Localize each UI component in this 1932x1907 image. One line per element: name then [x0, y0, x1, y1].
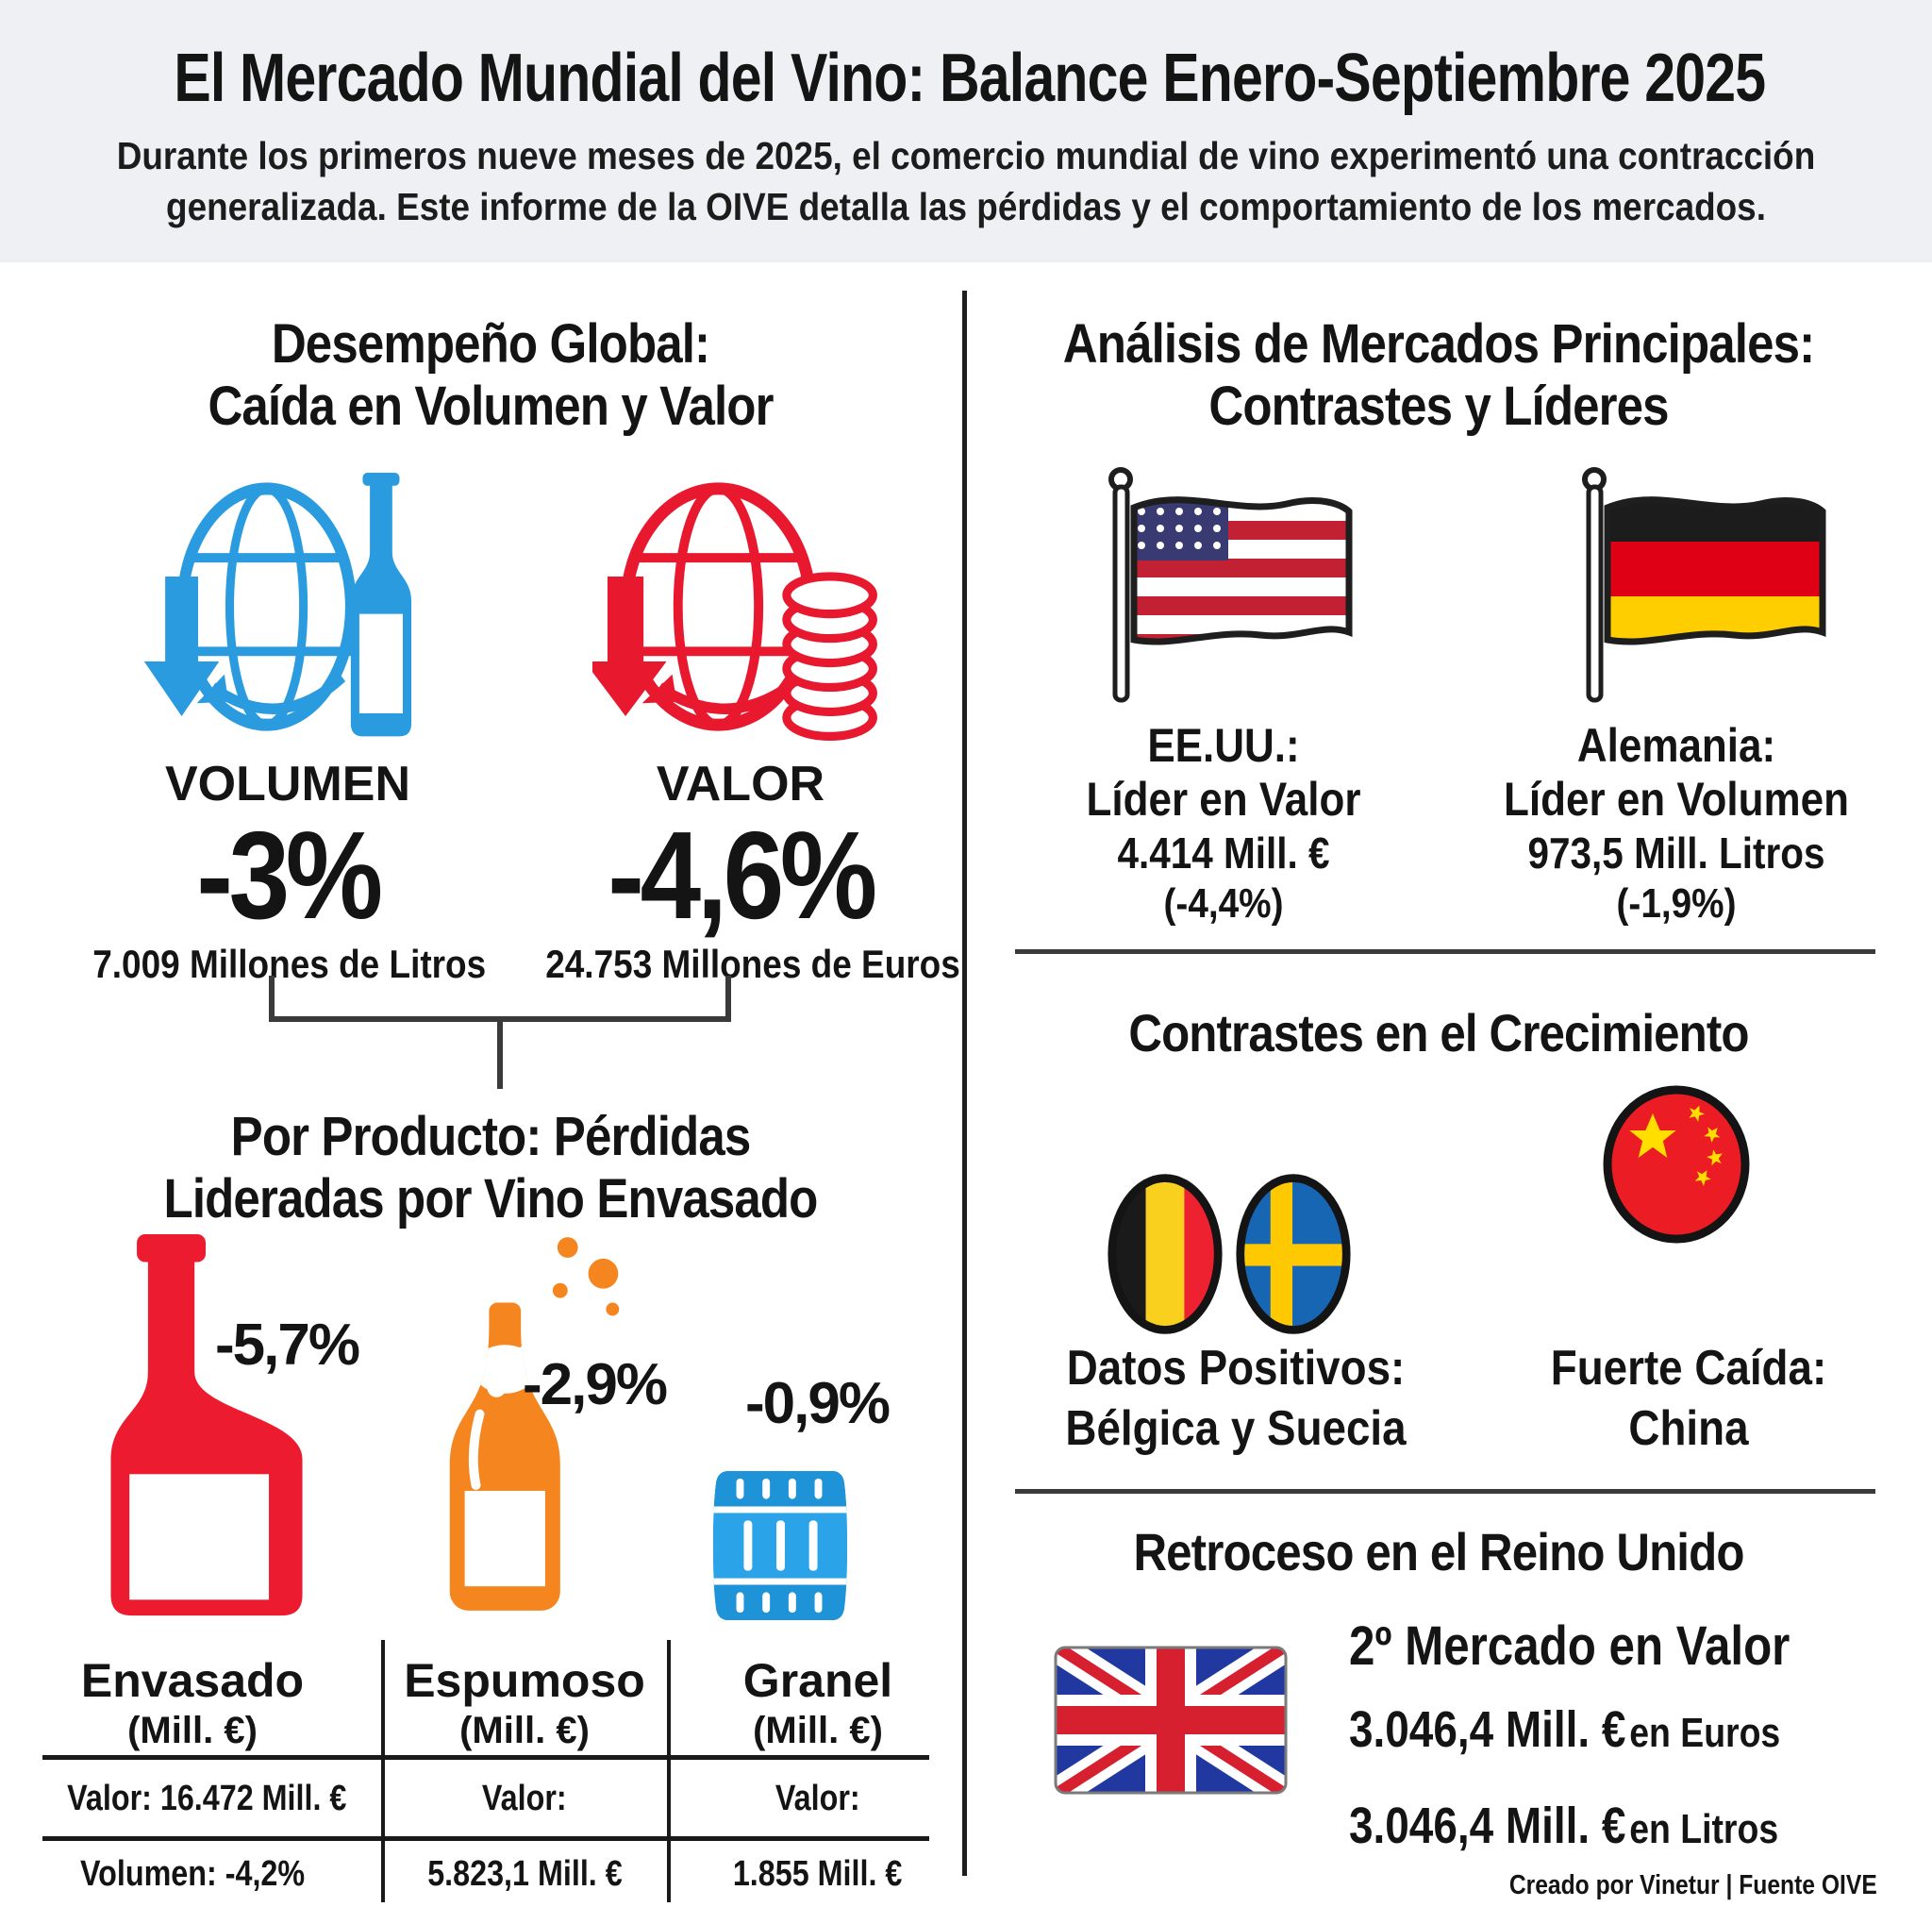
product-label-granel: Granel (Mill. €) [681, 1653, 955, 1753]
belgium-flag-icon [1108, 1174, 1223, 1334]
bracket-connector [269, 976, 731, 1089]
positive-line1: Datos Positivos: [1066, 1341, 1406, 1396]
uk-value-litros: 3.046,4 Mill. € [1349, 1798, 1626, 1854]
table-cell-r2c3: 1.855 Mill. € [681, 1848, 955, 1900]
uk-value-euros-line: 3.046,4 Mill. € en Euros [1349, 1698, 1830, 1774]
table-hline-1 [42, 1755, 929, 1760]
uk-unit-litros: en Litros [1629, 1806, 1779, 1852]
table-hline-2 [42, 1836, 929, 1841]
value-stat: VALOR -4,6% 24.753 Millones de Euros [519, 757, 962, 989]
granel-pct: -0,9% [745, 1371, 891, 1436]
volume-pct: -3% [196, 806, 383, 945]
growth-negative: Fuerte Caída: China [1472, 1338, 1906, 1459]
product-heading: Por Producto: Pérdidas Lideradas por Vin… [38, 1106, 943, 1230]
granel-barrel-icon [712, 1470, 848, 1621]
table-cell-r1c2: Valor: [396, 1772, 653, 1825]
germany-stat: Alemania: Líder en Volumen 973,5 Mill. L… [1464, 719, 1889, 928]
right-divider-1 [1015, 949, 1875, 954]
china-flag-icon [1603, 1085, 1750, 1244]
subtitle-line-2: generalizada. Este informe de la OIVE de… [166, 185, 1766, 228]
value-label: VALOR [656, 757, 825, 811]
value-pct: -4,6% [608, 806, 877, 945]
product-heading-line1: Por Producto: Pérdidas [230, 1106, 752, 1167]
granel-name: Granel [742, 1654, 893, 1707]
negative-line1: Fuerte Caída: [1550, 1341, 1827, 1396]
germany-name: Alemania: [1576, 719, 1776, 772]
espumoso-row1: Valor: [482, 1779, 567, 1818]
usa-stat: EE.UU.: Líder en Valor 4.414 Mill. € (-4… [1011, 719, 1436, 928]
growth-positive: Datos Positivos: Bélgica y Suecia [1000, 1338, 1472, 1459]
positive-line2: Bélgica y Suecia [1065, 1401, 1407, 1456]
uk-flag-icon [1054, 1646, 1288, 1795]
germany-pct: (-1,9%) [1616, 880, 1737, 927]
product-heading-line2: Lideradas por Vino Envasado [163, 1168, 819, 1230]
table-divider-1 [381, 1640, 385, 1902]
global-heading: Desempeño Global: Caída en Volumen y Val… [38, 313, 943, 438]
subtitle-line-1: Durante los primeros nueve meses de 2025… [116, 134, 1816, 177]
markets-heading-line1: Análisis de Mercados Principales: [1062, 313, 1815, 375]
envasado-name: Envasado [80, 1654, 305, 1707]
envasado-unit: (Mill. €) [127, 1710, 258, 1751]
usa-flag-icon [1108, 467, 1353, 703]
global-heading-line1: Desempeño Global: [271, 313, 710, 375]
envasado-bottle-icon [110, 1233, 303, 1616]
table-cell-r1c3: Valor: [681, 1772, 955, 1825]
envasado-row1: Valor: 16.472 Mill. € [67, 1779, 347, 1818]
markets-heading: Análisis de Mercados Principales: Contra… [991, 313, 1887, 438]
sweden-flag-icon [1236, 1174, 1351, 1334]
envasado-row2: Volumen: -4,2% [79, 1854, 306, 1894]
value-detail: 24.753 Millones de Euros [545, 942, 960, 986]
uk-heading: Retroceso en el Reino Unido [991, 1521, 1887, 1582]
right-divider-2 [1015, 1489, 1875, 1494]
table-cell-r2c1: Volumen: -4,2% [42, 1848, 342, 1900]
usa-name: EE.UU.: [1147, 719, 1300, 772]
product-label-espumoso: Espumoso (Mill. €) [396, 1653, 653, 1753]
globe-value-decline-icon [592, 482, 877, 741]
usa-pct: (-4,4%) [1163, 880, 1284, 927]
espumoso-unit: (Mill. €) [459, 1710, 590, 1751]
espumoso-pct: -2,9% [523, 1352, 668, 1417]
uk-unit-euros: en Euros [1629, 1710, 1781, 1756]
table-divider-2 [667, 1640, 671, 1902]
global-heading-line2: Caída en Volumen y Valor [208, 376, 774, 437]
granel-row1: Valor: [775, 1779, 860, 1818]
uk-heading-text: Retroceso en el Reino Unido [1133, 1522, 1744, 1581]
growth-heading-text: Contrastes en el Crecimiento [1128, 1003, 1749, 1062]
espumoso-bottle-icon [449, 1237, 620, 1611]
volume-label: VOLUMEN [165, 757, 410, 811]
growth-heading: Contrastes en el Crecimiento [991, 1002, 1887, 1063]
usa-role: Líder en Valor [1086, 773, 1361, 826]
negative-line2: China [1628, 1401, 1749, 1456]
column-divider [962, 291, 967, 1876]
table-cell-r2c2: 5.823,1 Mill. € [396, 1848, 653, 1900]
germany-role: Líder en Volumen [1504, 773, 1849, 826]
uk-value-litros-line: 3.046,4 Mill. € en Litros [1349, 1795, 1830, 1870]
product-label-envasado: Envasado (Mill. €) [42, 1653, 342, 1753]
volume-detail: 7.009 Millones de Litros [92, 942, 487, 986]
uk-rank-line: 2º Mercado en Valor [1349, 1615, 1790, 1677]
table-cell-r1c1: Valor: 16.472 Mill. € [42, 1772, 346, 1825]
usa-value: 4.414 Mill. € [1117, 828, 1330, 878]
globe-volume-decline-icon [143, 473, 412, 737]
granel-unit: (Mill. €) [753, 1710, 883, 1751]
espumoso-row2: 5.823,1 Mill. € [426, 1854, 623, 1894]
markets-heading-line2: Contrastes y Líderes [1208, 376, 1669, 437]
granel-row2: 1.855 Mill. € [733, 1854, 903, 1894]
germany-value: 973,5 Mill. Litros [1527, 828, 1825, 878]
page-title: El Mercado Mundial del Vino: Balance Ene… [174, 41, 1766, 116]
envasado-pct: -5,7% [215, 1313, 360, 1378]
footer-credit: Creado por Vinetur | Fuente OIVE [1509, 1870, 1877, 1900]
espumoso-name: Espumoso [404, 1654, 645, 1707]
header-band [0, 0, 1932, 262]
germany-flag-icon [1582, 467, 1826, 703]
uk-stat: 2º Mercado en Valor 3.046,4 Mill. € en E… [1349, 1615, 1915, 1870]
uk-value-euros: 3.046,4 Mill. € [1349, 1701, 1626, 1758]
volume-stat: VOLUMEN -3% 7.009 Millones de Litros [66, 757, 509, 989]
